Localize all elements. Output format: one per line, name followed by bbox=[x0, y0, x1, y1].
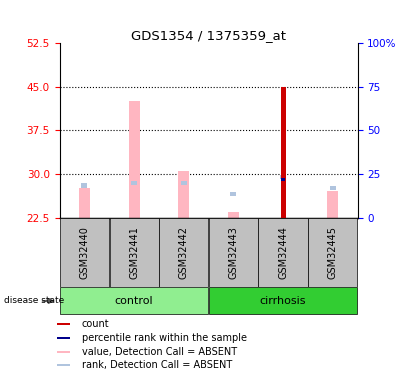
Bar bbox=[209, 217, 258, 287]
Bar bbox=[228, 211, 239, 217]
Text: disease state: disease state bbox=[4, 296, 65, 305]
Bar bbox=[231, 192, 236, 196]
Title: GDS1354 / 1375359_at: GDS1354 / 1375359_at bbox=[131, 29, 286, 42]
Bar bbox=[181, 181, 187, 184]
Text: GSM32443: GSM32443 bbox=[229, 226, 238, 279]
Text: GSM32441: GSM32441 bbox=[129, 226, 139, 279]
Bar bbox=[58, 323, 70, 326]
Text: count: count bbox=[82, 320, 110, 329]
Bar bbox=[79, 188, 90, 218]
Text: rank, Detection Call = ABSENT: rank, Detection Call = ABSENT bbox=[82, 360, 232, 370]
Bar bbox=[60, 287, 208, 314]
Bar bbox=[281, 87, 286, 218]
Bar bbox=[259, 217, 308, 287]
Bar bbox=[280, 175, 286, 179]
Bar bbox=[81, 183, 88, 188]
Text: GSM32440: GSM32440 bbox=[79, 226, 90, 279]
Bar bbox=[131, 181, 137, 184]
Text: GSM32445: GSM32445 bbox=[328, 226, 338, 279]
Text: control: control bbox=[115, 296, 153, 306]
Bar bbox=[282, 178, 285, 181]
Bar bbox=[308, 217, 357, 287]
Bar bbox=[178, 171, 189, 217]
Bar bbox=[60, 217, 109, 287]
Bar bbox=[327, 191, 338, 217]
Bar bbox=[209, 287, 357, 314]
Text: GSM32442: GSM32442 bbox=[179, 226, 189, 279]
Bar bbox=[58, 351, 70, 352]
Bar bbox=[129, 101, 140, 217]
Text: percentile rank within the sample: percentile rank within the sample bbox=[82, 333, 247, 343]
Text: GSM32444: GSM32444 bbox=[278, 226, 288, 279]
Bar bbox=[58, 364, 70, 366]
Bar bbox=[159, 217, 208, 287]
Text: value, Detection Call = ABSENT: value, Detection Call = ABSENT bbox=[82, 346, 237, 357]
Bar bbox=[330, 186, 336, 190]
Text: cirrhosis: cirrhosis bbox=[260, 296, 306, 306]
Bar bbox=[58, 337, 70, 339]
Bar bbox=[109, 217, 159, 287]
